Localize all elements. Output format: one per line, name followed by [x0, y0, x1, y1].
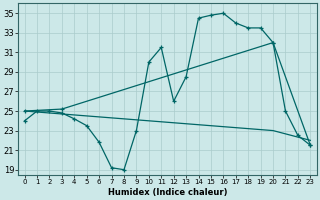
- X-axis label: Humidex (Indice chaleur): Humidex (Indice chaleur): [108, 188, 227, 197]
